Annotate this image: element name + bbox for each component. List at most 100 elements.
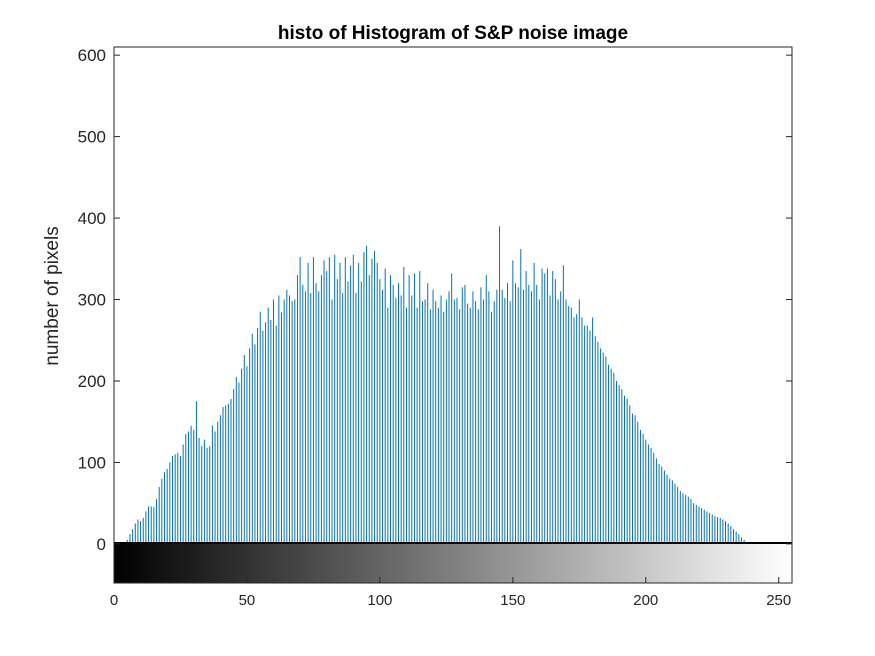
bar-228 xyxy=(719,517,721,544)
bar-39 xyxy=(217,421,219,544)
bar-162 xyxy=(544,273,546,544)
bar-234 xyxy=(735,531,737,544)
x-tick-label-50: 50 xyxy=(239,592,256,609)
bar-129 xyxy=(456,297,458,544)
y-tick-label-500: 500 xyxy=(78,128,106,147)
bar-174 xyxy=(576,314,578,544)
bar-119 xyxy=(429,309,431,544)
bar-9 xyxy=(137,519,139,544)
bar-151 xyxy=(514,283,516,544)
bar-149 xyxy=(509,301,511,544)
bar-191 xyxy=(621,389,623,544)
bar-165 xyxy=(552,271,554,544)
bar-54 xyxy=(257,328,259,544)
bar-201 xyxy=(647,444,649,544)
bar-192 xyxy=(623,395,625,544)
bar-104 xyxy=(390,275,392,544)
bar-48 xyxy=(241,368,243,544)
bar-179 xyxy=(589,330,591,544)
bar-227 xyxy=(717,517,719,544)
bar-220 xyxy=(698,506,700,544)
bar-36 xyxy=(209,446,211,544)
bar-171 xyxy=(568,306,570,544)
bar-123 xyxy=(440,295,442,544)
bar-61 xyxy=(275,325,277,544)
bar-137 xyxy=(477,309,479,544)
bar-182 xyxy=(597,341,599,544)
bar-14 xyxy=(150,506,152,544)
bar-221 xyxy=(701,508,703,544)
bar-83 xyxy=(334,254,336,544)
bar-178 xyxy=(586,325,588,544)
bar-106 xyxy=(395,297,397,544)
bar-236 xyxy=(740,537,742,544)
bar-47 xyxy=(238,382,240,544)
bar-100 xyxy=(379,279,381,544)
bar-105 xyxy=(392,284,394,544)
bar-25 xyxy=(179,455,181,544)
bar-17 xyxy=(158,486,160,544)
bar-114 xyxy=(416,307,418,544)
bar-72 xyxy=(304,291,306,544)
bar-225 xyxy=(711,514,713,544)
bar-215 xyxy=(685,495,687,544)
bar-235 xyxy=(738,534,740,544)
bar-45 xyxy=(233,389,235,544)
chart-title: histo of Histogram of S&P noise image xyxy=(278,23,628,44)
bar-44 xyxy=(230,398,232,544)
bar-8 xyxy=(134,523,136,544)
bar-84 xyxy=(336,279,338,544)
bar-168 xyxy=(560,291,562,544)
bar-125 xyxy=(445,299,447,544)
bar-57 xyxy=(265,322,267,544)
bar-222 xyxy=(703,509,705,544)
bar-134 xyxy=(469,307,471,544)
bar-108 xyxy=(400,295,402,544)
bar-146 xyxy=(501,289,503,544)
bar-11 xyxy=(142,517,144,544)
bar-233 xyxy=(733,529,735,544)
bar-52 xyxy=(251,333,253,544)
bar-136 xyxy=(475,301,477,544)
bar-99 xyxy=(376,262,378,544)
bar-130 xyxy=(459,309,461,544)
bar-229 xyxy=(722,519,724,544)
bar-86 xyxy=(342,293,344,544)
bar-23 xyxy=(174,454,176,544)
bar-189 xyxy=(616,380,618,544)
bar-68 xyxy=(294,299,296,544)
bar-50 xyxy=(246,366,248,544)
bar-120 xyxy=(432,289,434,544)
bar-98 xyxy=(374,250,376,544)
x-tick-label-0: 0 xyxy=(110,592,118,609)
bar-232 xyxy=(730,525,732,544)
bar-157 xyxy=(530,291,532,544)
bar-37 xyxy=(211,425,213,544)
bar-173 xyxy=(573,317,575,544)
bar-133 xyxy=(467,303,469,544)
y-axis-ticks: 0 100 200 300 400 500 600 xyxy=(78,46,792,554)
bar-161 xyxy=(541,268,543,544)
bar-209 xyxy=(669,478,671,544)
y-tick-label-400: 400 xyxy=(78,209,106,228)
bar-206 xyxy=(661,466,663,544)
bar-186 xyxy=(608,364,610,544)
bar-180 xyxy=(592,317,594,544)
bar-190 xyxy=(618,385,620,544)
bar-67 xyxy=(291,301,293,544)
y-tick-label-100: 100 xyxy=(78,453,106,472)
bar-109 xyxy=(403,266,405,544)
bar-166 xyxy=(554,279,556,544)
bar-41 xyxy=(222,407,224,544)
bar-194 xyxy=(629,405,631,544)
bar-177 xyxy=(584,325,586,544)
bar-142 xyxy=(491,311,493,544)
bar-35 xyxy=(206,447,208,544)
bar-218 xyxy=(693,503,695,544)
bar-181 xyxy=(594,336,596,544)
bar-152 xyxy=(517,287,519,544)
bar-208 xyxy=(666,474,668,544)
bar-175 xyxy=(578,299,580,544)
bar-212 xyxy=(677,486,679,544)
